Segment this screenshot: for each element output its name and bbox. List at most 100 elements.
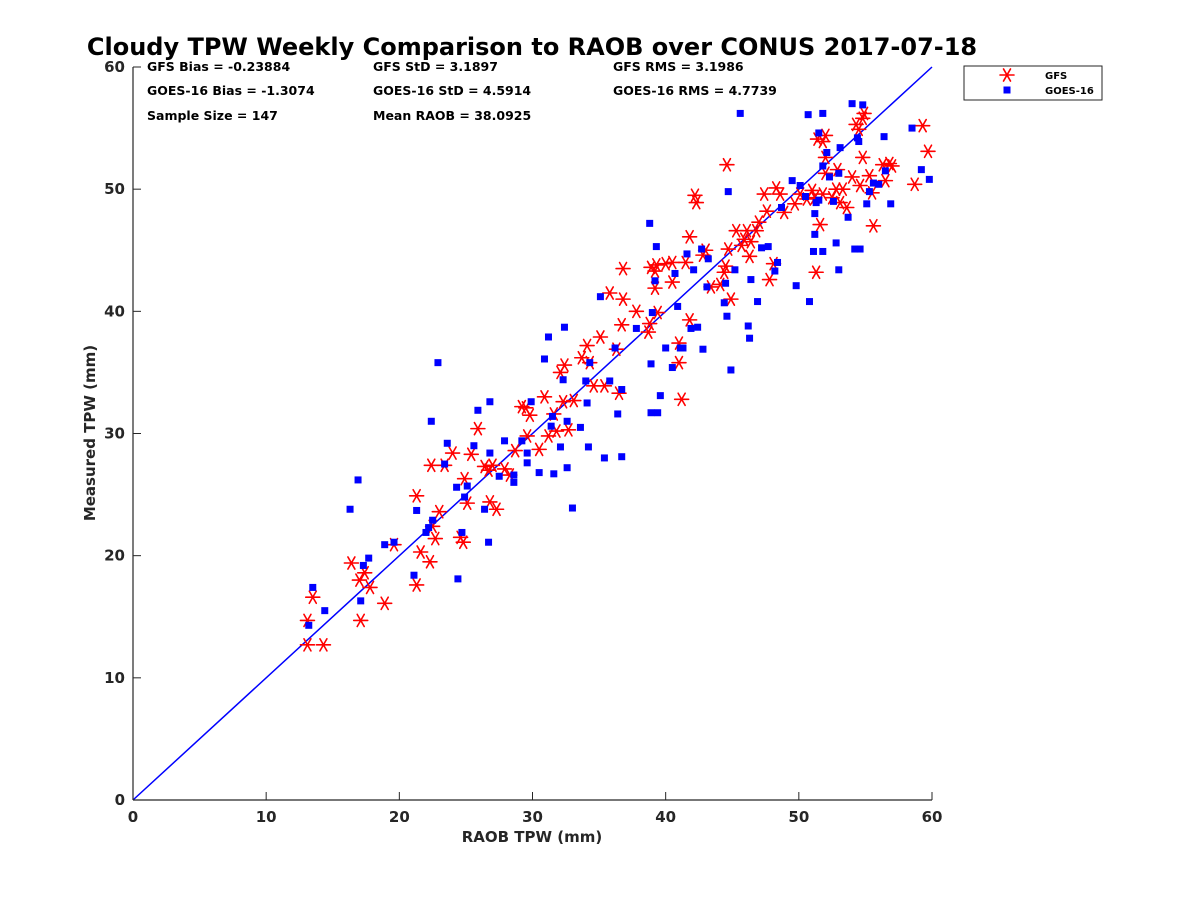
data-point-goes-16: [699, 345, 707, 353]
y-tick-label: 20: [104, 547, 125, 565]
data-point-goes-16: [925, 175, 933, 183]
data-point-goes-16: [869, 179, 877, 187]
data-point-gfs: [343, 556, 360, 570]
data-point-gfs: [852, 178, 868, 193]
axes: 0 10 20 30 40 50 60 0 10 20 30 40 50 60: [104, 58, 942, 826]
data-point-goes-16: [819, 109, 827, 117]
data-point-gfs: [423, 458, 440, 473]
data-point-gfs: [628, 304, 645, 319]
data-point-goes-16: [835, 266, 843, 274]
data-point-goes-16: [632, 324, 640, 332]
data-point-goes-16: [880, 133, 888, 141]
data-point-gfs: [834, 182, 851, 197]
data-point-gfs: [536, 389, 553, 404]
data-point-gfs: [720, 242, 737, 256]
stat-gfs-bias: GFS Bias = -0.23884: [147, 59, 290, 74]
data-point-goes-16: [354, 476, 362, 484]
data-point-goes-16: [583, 399, 591, 407]
data-point-goes-16: [674, 302, 682, 310]
data-point-gfs: [640, 325, 657, 339]
data-point-gfs: [412, 545, 429, 559]
data-point-goes-16: [582, 377, 590, 385]
data-point-gfs: [522, 408, 538, 423]
data-point-goes-16: [855, 138, 863, 146]
y-tick-label: 50: [104, 180, 125, 198]
chart-title: Cloudy TPW Weekly Comparison to RAOB ove…: [87, 33, 977, 61]
data-point-gfs: [844, 170, 860, 184]
data-point-gfs: [761, 272, 778, 287]
data-point-goes-16: [819, 162, 827, 170]
data-point-gfs: [808, 265, 824, 280]
data-point-gfs: [671, 355, 687, 370]
data-point-gfs: [812, 217, 828, 232]
data-point-gfs: [315, 637, 332, 652]
data-point-goes-16: [881, 167, 889, 175]
data-point-gfs: [741, 249, 758, 264]
data-point-goes-16: [535, 469, 543, 477]
data-point-goes-16: [796, 182, 804, 190]
data-point-gfs: [565, 393, 582, 408]
data-point-goes-16: [774, 258, 782, 266]
series-goes-16: [305, 100, 933, 629]
data-point-gfs: [484, 458, 501, 473]
data-point-gfs: [723, 292, 739, 306]
data-point-gfs: [299, 637, 316, 652]
x-tick-label: 40: [655, 808, 676, 826]
data-point-goes-16: [908, 124, 916, 132]
data-point-gfs: [838, 200, 855, 215]
data-point-goes-16: [486, 398, 494, 406]
data-point-gfs: [556, 358, 573, 372]
y-tick-label: 60: [104, 58, 125, 76]
data-point-goes-16: [804, 111, 812, 119]
data-point-goes-16: [425, 524, 433, 532]
data-point-goes-16: [668, 364, 676, 372]
data-point-gfs: [615, 292, 631, 306]
data-point-gfs: [427, 531, 444, 546]
data-point-gfs: [647, 264, 663, 278]
data-point-goes-16: [788, 177, 796, 185]
stat-mean-raob: Mean RAOB = 38.0925: [373, 108, 531, 123]
data-point-goes-16: [429, 516, 437, 524]
data-point-goes-16: [443, 439, 451, 447]
data-point-goes-16: [863, 200, 871, 208]
x-axis-label: RAOB TPW (mm): [462, 828, 603, 846]
data-point-gfs: [850, 122, 867, 137]
data-point-goes-16: [544, 333, 552, 341]
data-point-goes-16: [704, 255, 712, 263]
data-point-gfs: [759, 204, 775, 219]
data-point-gfs: [743, 234, 759, 249]
y-tick-label: 40: [104, 302, 125, 320]
data-point-gfs: [717, 259, 734, 273]
data-point-gfs: [455, 535, 472, 550]
data-point-gfs: [463, 447, 480, 462]
plot-area: [132, 66, 936, 801]
data-point-goes-16: [917, 166, 925, 174]
data-point-goes-16: [618, 453, 626, 461]
data-point-gfs: [422, 554, 438, 569]
data-point-goes-16: [778, 203, 786, 211]
data-point-goes-16: [305, 621, 313, 629]
data-point-goes-16: [758, 244, 766, 252]
data-point-gfs: [376, 596, 393, 611]
data-point-goes-16: [563, 417, 571, 425]
data-point-goes-16: [495, 472, 503, 480]
legend-marker-gfs: [999, 68, 1015, 82]
data-point-gfs: [688, 195, 705, 210]
data-point-goes-16: [651, 277, 659, 285]
data-point-goes-16: [600, 454, 608, 462]
data-point-goes-16: [648, 309, 656, 317]
data-point-goes-16: [848, 100, 856, 108]
data-point-goes-16: [652, 243, 660, 251]
data-point-gfs: [673, 392, 690, 407]
data-point-gfs: [914, 118, 931, 133]
legend-box: [963, 65, 1103, 101]
data-point-gfs: [877, 173, 894, 188]
data-point-gfs: [772, 187, 788, 201]
data-point-goes-16: [805, 298, 813, 306]
x-tick-label: 30: [522, 808, 543, 826]
data-point-goes-16: [823, 149, 831, 157]
data-point-goes-16: [453, 483, 461, 491]
data-point-goes-16: [736, 109, 744, 117]
data-point-gfs: [408, 578, 425, 592]
